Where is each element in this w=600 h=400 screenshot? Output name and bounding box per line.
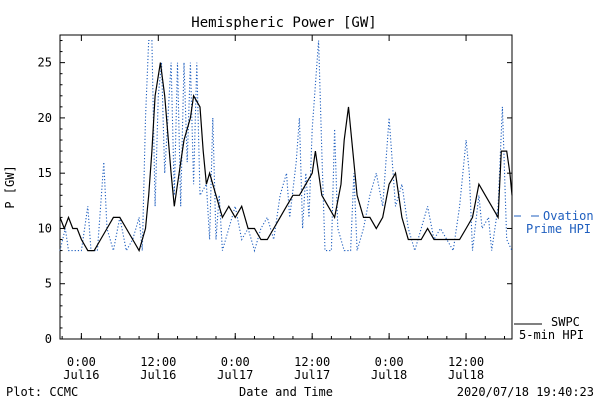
- y-axis-label: P [GW]: [3, 165, 17, 208]
- plot-frame: [59, 34, 513, 340]
- x-tick-label-time: 0:00: [375, 355, 404, 369]
- x-tick-label-date: Jul16: [140, 368, 176, 382]
- legend-ovation-line1: Ovation: [543, 209, 594, 223]
- x-axis-label: Date and Time: [239, 385, 333, 399]
- y-tick-label: 15: [38, 166, 52, 180]
- x-tick-label-date: Jul17: [294, 368, 330, 382]
- y-tick-label: 10: [38, 221, 52, 235]
- x-axis: 0:00Jul1612:00Jul160:00Jul1712:00Jul170:…: [61, 35, 506, 382]
- series-line-swpc-5min-hpi: [59, 62, 513, 253]
- legend-swpc-line1: SWPC: [551, 315, 580, 329]
- plot-timestamp: 2020/07/18 19:40:23: [457, 385, 594, 399]
- y-tick-label: 25: [38, 56, 52, 70]
- x-tick-label-date: Jul18: [371, 368, 407, 382]
- x-tick-label-time: 12:00: [294, 355, 330, 369]
- plot-source: Plot: CCMC: [6, 385, 78, 399]
- y-tick-label: 0: [45, 332, 52, 346]
- legend: Ovation Prime HPI SWPC 5-min HPI: [514, 209, 594, 342]
- x-tick-label-time: 12:00: [448, 355, 484, 369]
- series-layer: [59, 39, 513, 253]
- y-tick-label: 20: [38, 111, 52, 125]
- x-tick-label-time: 0:00: [67, 355, 96, 369]
- x-tick-label-time: 0:00: [221, 355, 250, 369]
- x-tick-label-date: Jul16: [63, 368, 99, 382]
- y-tick-label: 5: [45, 277, 52, 291]
- legend-ovation-line2: Prime HPI: [526, 222, 591, 236]
- y-axis: 0 5 10 15 20 25: [38, 40, 512, 346]
- chart-title: Hemispheric Power [GW]: [191, 15, 376, 31]
- x-tick-label-date: Jul17: [217, 368, 253, 382]
- legend-swpc-line2: 5-min HPI: [519, 328, 584, 342]
- x-tick-label-time: 12:00: [140, 355, 176, 369]
- x-tick-label-date: Jul18: [448, 368, 484, 382]
- series-line-ovation-prime-hpi: [59, 39, 513, 253]
